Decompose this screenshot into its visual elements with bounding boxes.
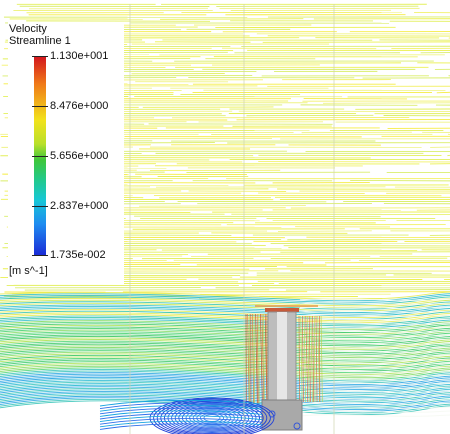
legend-tick xyxy=(32,106,48,107)
wake-streamline xyxy=(299,410,450,413)
vortex-streamline xyxy=(268,410,276,418)
jet-streamline xyxy=(315,315,318,403)
vortex-streamline xyxy=(99,402,263,410)
velocity-legend: Velocity Streamline 1 1.130e+001 8.476e+… xyxy=(8,22,124,284)
vortex-streamline xyxy=(156,399,268,434)
wake-streamline xyxy=(299,374,450,377)
wake-streamline xyxy=(299,390,450,393)
jet-streamline xyxy=(256,313,259,405)
jet-streamline xyxy=(263,313,265,405)
jet-streamline xyxy=(247,313,250,405)
wake-streamline xyxy=(299,406,450,409)
wake-streamline xyxy=(299,366,450,369)
legend-unit: [m s^-1] xyxy=(9,265,48,277)
vortex-streamline xyxy=(153,398,271,434)
legend-title: Velocity xyxy=(9,23,47,35)
legend-tick-label: 8.476e+000 xyxy=(50,100,109,112)
wake-streamline xyxy=(299,306,450,309)
wake-streamline xyxy=(299,398,450,401)
wake-streamline xyxy=(299,402,450,405)
streamline xyxy=(0,294,450,303)
jet-streamline xyxy=(298,315,300,403)
vortex-streamline xyxy=(99,415,263,423)
legend-tick xyxy=(32,206,48,207)
streamline xyxy=(188,190,287,192)
wake-streamline xyxy=(299,378,450,381)
jet-streamline xyxy=(252,313,255,405)
streamline xyxy=(277,230,372,232)
vortex-streamline xyxy=(99,405,263,412)
jet-streamline xyxy=(308,315,311,403)
turbine-top-cap xyxy=(265,308,299,312)
panel-seams xyxy=(129,4,335,434)
vortex-streamline xyxy=(160,400,264,434)
turbine-base xyxy=(261,399,303,431)
turbine-model xyxy=(261,308,303,431)
wake-streamline xyxy=(299,310,450,313)
wake-streamline xyxy=(299,382,450,385)
vortex-streamline xyxy=(99,407,263,415)
legend-tick-label: 5.656e+000 xyxy=(50,150,109,162)
legend-tick-label: 2.837e+000 xyxy=(50,200,109,212)
jet-streamline xyxy=(260,313,263,405)
wake-streamline xyxy=(299,370,450,373)
streamline xyxy=(0,291,450,300)
jet-streamline xyxy=(302,315,304,403)
vortex-streamline xyxy=(149,397,275,434)
legend-tick-label-min: 1.735e-002 xyxy=(50,249,106,261)
vortex-streamline xyxy=(196,411,228,425)
legend-tick xyxy=(32,56,48,57)
wake-streamline xyxy=(299,302,450,305)
vortex-streamline xyxy=(99,418,263,425)
wake-streamline xyxy=(299,414,450,417)
vortex-streamline xyxy=(171,404,253,432)
wake-streamline xyxy=(299,386,450,389)
vortex-streamline xyxy=(293,422,301,430)
legend-tick xyxy=(32,255,48,256)
jet-streamline xyxy=(310,315,313,403)
legend-tick-label-max: 1.130e+001 xyxy=(50,50,109,62)
jet-streamline xyxy=(261,313,265,405)
jet-streamline xyxy=(305,315,309,403)
vortex-streamline xyxy=(99,410,263,417)
jet-streamline xyxy=(312,315,315,403)
wake-streamline xyxy=(299,314,450,317)
jet-streamline xyxy=(300,315,303,403)
vortex-streamline xyxy=(99,412,263,420)
jet-streamline xyxy=(317,315,320,403)
turbine-shaft-highlight xyxy=(277,312,287,404)
streamline xyxy=(0,298,450,307)
legend-subtitle: Streamline 1 xyxy=(9,35,71,47)
jet-streamline xyxy=(307,315,310,403)
streamline xyxy=(0,293,450,302)
streamline xyxy=(139,205,306,207)
streamline xyxy=(436,91,450,94)
wake-streamline xyxy=(299,394,450,397)
wake-streamline xyxy=(299,298,450,301)
streamline xyxy=(160,18,304,20)
vortex-streamline xyxy=(99,420,263,428)
legend-tick xyxy=(32,156,48,157)
vortex-streamline xyxy=(99,423,263,430)
recirculation-vortex xyxy=(99,397,301,434)
jet-streamline xyxy=(320,315,323,403)
vortex-streamline xyxy=(189,409,235,427)
jet-streamline xyxy=(253,313,255,405)
jet-streamline xyxy=(303,315,307,403)
jet-streamline xyxy=(313,315,316,403)
vortex-streamline xyxy=(99,399,263,407)
jet-streamline xyxy=(255,313,258,405)
